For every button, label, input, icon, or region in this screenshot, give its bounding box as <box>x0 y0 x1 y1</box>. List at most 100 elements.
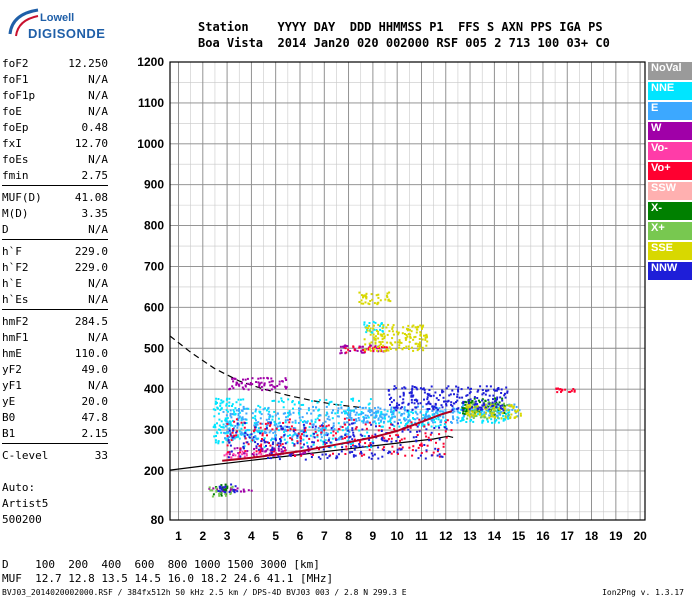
data-point <box>513 403 516 406</box>
data-point <box>449 393 452 396</box>
data-point <box>371 454 374 457</box>
data-point <box>368 322 371 324</box>
x-tick-label: 10 <box>390 529 404 543</box>
data-point <box>231 385 234 388</box>
data-point <box>219 404 222 407</box>
data-point <box>383 439 386 442</box>
data-point <box>461 409 464 412</box>
data-point <box>253 428 256 431</box>
data-point <box>292 428 295 431</box>
param-name: yE <box>2 395 16 408</box>
data-point <box>457 411 460 414</box>
data-point <box>258 385 261 388</box>
data-point <box>339 403 342 406</box>
data-point <box>358 443 361 445</box>
data-point <box>304 421 307 423</box>
data-point <box>423 425 426 428</box>
data-point <box>365 417 368 419</box>
data-point <box>244 418 247 421</box>
data-point <box>336 415 339 418</box>
data-point <box>368 407 371 410</box>
param-name: B1 <box>2 427 16 440</box>
param-value: 3.35 <box>81 207 109 220</box>
data-point <box>395 404 398 407</box>
data-point <box>391 326 394 329</box>
data-point <box>265 428 268 431</box>
data-point <box>557 387 559 390</box>
data-point <box>300 430 303 433</box>
data-point <box>430 454 433 457</box>
data-point <box>415 439 418 442</box>
data-point <box>238 416 241 419</box>
data-point <box>235 381 238 384</box>
data-point <box>393 399 395 402</box>
data-point <box>212 408 215 411</box>
data-point <box>285 379 288 381</box>
data-point <box>348 419 351 421</box>
data-point <box>214 408 217 411</box>
data-point <box>471 406 473 409</box>
data-point <box>352 345 355 348</box>
data-point <box>451 415 454 418</box>
data-point <box>452 402 455 405</box>
data-point <box>217 442 220 445</box>
data-point <box>387 323 390 326</box>
data-point <box>494 399 497 402</box>
data-point <box>228 491 231 493</box>
data-point <box>241 424 244 427</box>
data-point <box>387 452 390 455</box>
data-point <box>485 411 487 414</box>
data-point <box>224 432 227 435</box>
data-point <box>223 454 226 457</box>
data-point <box>373 347 376 350</box>
data-point <box>481 415 484 418</box>
data-point <box>303 434 306 437</box>
data-point <box>292 411 295 414</box>
data-point <box>325 425 328 428</box>
data-point <box>237 412 240 415</box>
data-point <box>500 417 503 420</box>
data-point <box>464 400 467 403</box>
data-point <box>273 450 275 453</box>
data-point <box>308 426 311 429</box>
data-point <box>223 431 226 434</box>
data-point <box>417 325 420 328</box>
data-point <box>325 431 328 434</box>
data-point <box>230 439 233 442</box>
data-point <box>462 410 465 413</box>
data-point <box>416 417 419 420</box>
data-point <box>269 423 272 426</box>
data-point <box>270 451 273 454</box>
data-point <box>286 425 289 428</box>
data-point <box>282 450 285 453</box>
data-point <box>382 332 385 335</box>
data-point <box>247 388 250 391</box>
data-point <box>445 419 448 421</box>
data-point <box>442 416 445 419</box>
data-point <box>332 452 334 455</box>
data-point <box>245 454 248 457</box>
data-point <box>415 386 418 389</box>
data-point <box>330 431 333 434</box>
data-point <box>320 431 323 434</box>
data-point <box>271 437 274 440</box>
data-point <box>353 435 356 438</box>
data-point <box>216 432 219 435</box>
data-point <box>365 292 368 295</box>
data-point <box>282 435 285 438</box>
data-point <box>462 412 464 415</box>
data-point <box>251 383 254 386</box>
data-point <box>313 436 316 439</box>
data-point <box>299 439 302 442</box>
param-row: yF2 49.0 <box>2 362 108 378</box>
data-point <box>374 345 377 348</box>
data-point <box>311 453 314 456</box>
data-point <box>479 412 482 415</box>
data-point <box>257 427 260 430</box>
data-point <box>292 434 295 437</box>
data-point <box>241 416 244 419</box>
data-point <box>507 413 510 416</box>
data-point <box>341 426 344 428</box>
data-point <box>379 299 382 302</box>
data-point <box>266 441 269 444</box>
